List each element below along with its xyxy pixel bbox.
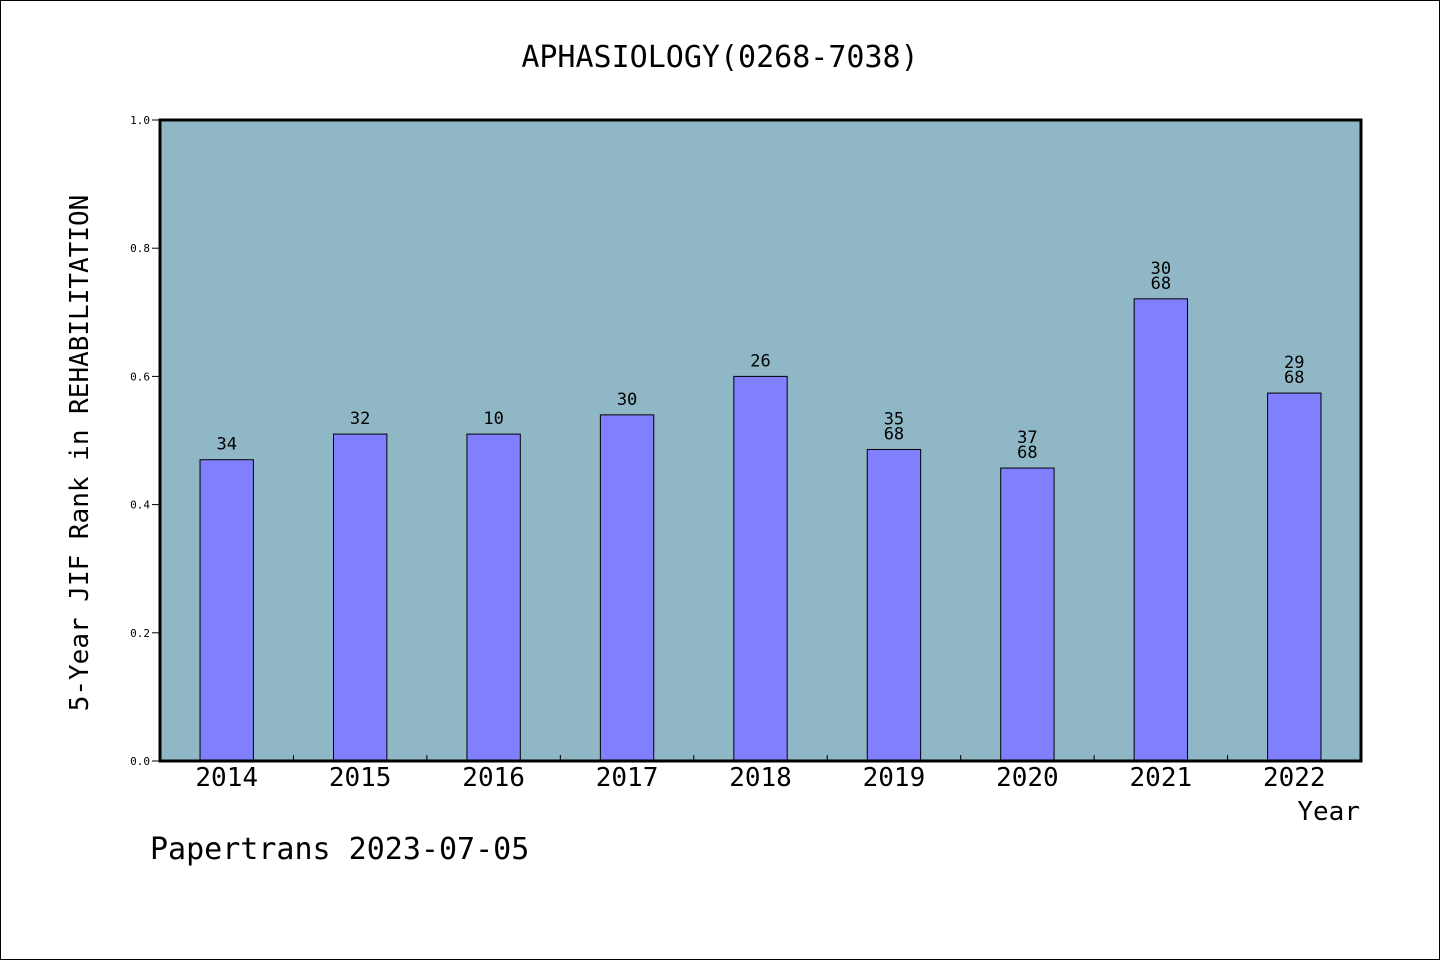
y-tick-label-0.2: 0.2 [130,627,150,640]
bar-label-2020-1: 37 [1017,428,1037,448]
bar-label-2015: 32 [350,409,370,429]
x-tick-label-2020: 2020 [996,763,1059,793]
bar-label-2016: 10 [483,409,503,429]
y-tick-label-0.4: 0.4 [130,499,150,512]
x-tick-label-2021: 2021 [1130,763,1193,793]
bar-label-2019-1: 35 [884,409,904,429]
bar-2016 [466,433,521,762]
bar-label-2018: 26 [750,351,770,371]
bar-2022 [1267,392,1322,762]
y-axis: 0.0 0.2 0.4 0.6 0.8 1.0 [130,114,160,768]
bar-label-2022-2: 68 [1284,368,1304,388]
bar-label-2014: 34 [216,435,236,455]
x-axis: 2014 2015 2016 2017 2018 2019 2020 2021 2022 [195,755,1326,793]
bar-label-2021-1: 30 [1151,259,1171,279]
bar-2020 [1000,467,1055,762]
x-tick-label-2019: 2019 [863,763,926,793]
x-tick-label-2018: 2018 [729,763,792,793]
y-tick-label-0.8: 0.8 [130,242,150,255]
bar-2017 [599,414,655,762]
x-tick-label-2017: 2017 [596,763,659,793]
plot-border [158,118,1363,763]
bars [199,298,1322,762]
bar-label-2017: 30 [617,390,637,410]
bar-label-2019-2: 68 [884,424,904,444]
bar-2014 [199,459,254,762]
x-tick-label-2016: 2016 [462,763,525,793]
y-axis-label: 5-Year JIF Rank in REHABILITATION [65,195,95,712]
x-tick-label-2015: 2015 [329,763,392,793]
bar-2015 [332,433,388,762]
x-tick-label-2022: 2022 [1263,763,1326,793]
y-tick-label-0.0: 0.0 [130,755,150,768]
chart-title: APHASIOLOGY(0268-7038) [521,40,918,75]
bar-2021 [1133,298,1189,762]
y-tick-label-0.6: 0.6 [130,370,150,383]
bar-label-2020-2: 68 [1017,443,1037,463]
bar-2019 [866,448,922,762]
bar-label-2021-2: 68 [1151,274,1171,294]
footer-text: Papertrans 2023-07-05 [150,832,530,867]
x-axis-label: Year [1297,797,1360,827]
bar-label-2022-1: 29 [1284,353,1304,373]
bar-2018 [733,375,788,762]
y-tick-label-1.0: 1.0 [130,114,150,127]
x-tick-label-2014: 2014 [195,763,258,793]
